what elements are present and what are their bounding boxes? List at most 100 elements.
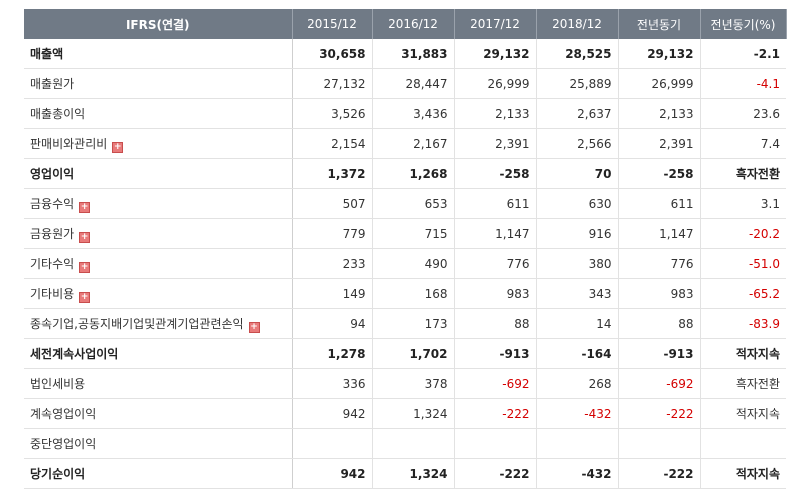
value-cell: 611 bbox=[454, 188, 537, 219]
table-row: 금융수익 +507 653 611 630 611 3.1 bbox=[24, 188, 786, 219]
value-cell: 2,133 bbox=[618, 98, 701, 129]
value-cell: 26,999 bbox=[618, 68, 701, 99]
value-cell: -222 bbox=[454, 398, 537, 429]
plus-square-icon[interactable]: + bbox=[79, 291, 91, 303]
row-label-cell: 판매비와관리비 + bbox=[24, 128, 293, 159]
table-row: 금융원가 +779 715 1,147 916 1,147 -20.2 bbox=[24, 218, 786, 249]
value-cell: 14 bbox=[536, 308, 619, 339]
table-row: 매출원가 27,132 28,447 26,999 25,889 26,999 -4.1 bbox=[24, 68, 786, 99]
value-cell: -258 bbox=[454, 158, 537, 189]
value-cell: 1,372 bbox=[292, 158, 373, 189]
value-cell: 2,167 bbox=[372, 128, 455, 159]
plus-square-icon[interactable]: + bbox=[112, 141, 124, 153]
row-label: 기타수익 bbox=[30, 256, 75, 271]
value-cell bbox=[536, 428, 619, 459]
value-cell: 1,278 bbox=[292, 338, 373, 369]
row-label: 법인세비용 bbox=[30, 377, 86, 391]
row-label: 계속영업이익 bbox=[30, 407, 97, 421]
value-cell: 3,436 bbox=[372, 98, 455, 129]
value-cell: -432 bbox=[536, 398, 619, 429]
value-cell bbox=[700, 428, 786, 459]
row-label: 매출총이익 bbox=[30, 107, 86, 121]
value-cell: 27,132 bbox=[292, 68, 373, 99]
row-label: 매출원가 bbox=[30, 77, 75, 91]
table-row: 세전계속사업이익 1,278 1,702 -913 -164 -913 적자지속 bbox=[24, 338, 786, 369]
value-cell: 30,658 bbox=[292, 39, 373, 69]
row-label-cell: 세전계속사업이익 bbox=[24, 338, 293, 369]
value-cell: 7.4 bbox=[700, 128, 786, 159]
row-label-cell: 계속영업이익 bbox=[24, 398, 293, 429]
value-cell: -51.0 bbox=[700, 248, 786, 279]
value-cell: -222 bbox=[618, 458, 701, 489]
plus-square-icon[interactable]: + bbox=[248, 321, 260, 333]
value-cell: 25,889 bbox=[536, 68, 619, 99]
row-label: 당기순이익 bbox=[30, 467, 86, 481]
value-cell: 233 bbox=[292, 248, 373, 279]
row-label-cell: 당기순이익 bbox=[24, 458, 293, 489]
value-cell: 적자지속 bbox=[700, 458, 786, 489]
table-row: 영업이익 1,372 1,268 -258 70 -258 흑자전환 bbox=[24, 158, 786, 189]
value-cell: 378 bbox=[372, 368, 455, 399]
value-cell: -692 bbox=[618, 368, 701, 399]
value-cell: 776 bbox=[454, 248, 537, 279]
value-cell: 2,566 bbox=[536, 128, 619, 159]
row-label-cell: 기타비용 + bbox=[24, 278, 293, 309]
value-cell: 268 bbox=[536, 368, 619, 399]
value-cell: 715 bbox=[372, 218, 455, 249]
value-cell bbox=[454, 428, 537, 459]
header-item-label: IFRS(연결) bbox=[24, 9, 293, 39]
header-col-2015: 2015/12 bbox=[292, 9, 373, 39]
header-col-2016: 2016/12 bbox=[372, 9, 455, 39]
value-cell: 942 bbox=[292, 458, 373, 489]
value-cell: 653 bbox=[372, 188, 455, 219]
row-label-cell: 중단영업이익 bbox=[24, 428, 293, 459]
table-row: 종속기업,공동지배기업및관계기업관련손익 +94 173 88 14 88 -83.9 bbox=[24, 308, 786, 339]
value-cell bbox=[292, 428, 373, 459]
row-label: 세전계속사업이익 bbox=[30, 347, 119, 361]
value-cell: 94 bbox=[292, 308, 373, 339]
value-cell: 적자지속 bbox=[700, 398, 786, 429]
value-cell: 3.1 bbox=[700, 188, 786, 219]
plus-square-icon[interactable]: + bbox=[79, 231, 91, 243]
row-label-cell: 금융수익 + bbox=[24, 188, 293, 219]
value-cell: -432 bbox=[536, 458, 619, 489]
value-cell: 1,147 bbox=[454, 218, 537, 249]
value-cell: -222 bbox=[454, 458, 537, 489]
value-cell: -4.1 bbox=[700, 68, 786, 99]
row-label-cell: 금융원가 + bbox=[24, 218, 293, 249]
row-label-cell: 매출액 bbox=[24, 39, 293, 69]
value-cell: -164 bbox=[536, 338, 619, 369]
value-cell: 2,133 bbox=[454, 98, 537, 129]
header-row: IFRS(연결) 2015/12 2016/12 2017/12 2018/12… bbox=[24, 9, 787, 39]
value-cell: 29,132 bbox=[618, 39, 701, 69]
value-cell bbox=[372, 428, 455, 459]
value-cell: 1,268 bbox=[372, 158, 455, 189]
value-cell: 611 bbox=[618, 188, 701, 219]
row-label: 판매비와관리비 bbox=[30, 136, 108, 151]
header-col-2017: 2017/12 bbox=[454, 9, 537, 39]
value-cell: -222 bbox=[618, 398, 701, 429]
table-row: 매출총이익 3,526 3,436 2,133 2,637 2,133 23.6 bbox=[24, 98, 786, 129]
value-cell: 흑자전환 bbox=[700, 158, 786, 189]
table-row: 매출액 30,658 31,883 29,132 28,525 29,132 -2.1 bbox=[24, 39, 786, 69]
value-cell: 1,324 bbox=[372, 398, 455, 429]
value-cell: 343 bbox=[536, 278, 619, 309]
header-col-2018: 2018/12 bbox=[536, 9, 619, 39]
plus-square-icon[interactable]: + bbox=[79, 261, 91, 273]
income-statement-table: IFRS(연결) 2015/12 2016/12 2017/12 2018/12… bbox=[24, 9, 787, 489]
value-cell: -83.9 bbox=[700, 308, 786, 339]
value-cell: 490 bbox=[372, 248, 455, 279]
row-label: 금융수익 bbox=[30, 196, 75, 211]
value-cell: 28,447 bbox=[372, 68, 455, 99]
plus-square-icon[interactable]: + bbox=[79, 201, 91, 213]
value-cell: 흑자전환 bbox=[700, 368, 786, 399]
value-cell: 149 bbox=[292, 278, 373, 309]
value-cell: -20.2 bbox=[700, 218, 786, 249]
row-label: 중단영업이익 bbox=[30, 437, 97, 451]
row-label-cell: 법인세비용 bbox=[24, 368, 293, 399]
row-label: 금융원가 bbox=[30, 226, 75, 241]
row-label-cell: 영업이익 bbox=[24, 158, 293, 189]
value-cell: 2,637 bbox=[536, 98, 619, 129]
value-cell: -65.2 bbox=[700, 278, 786, 309]
row-label: 종속기업,공동지배기업및관계기업관련손익 bbox=[30, 316, 244, 331]
